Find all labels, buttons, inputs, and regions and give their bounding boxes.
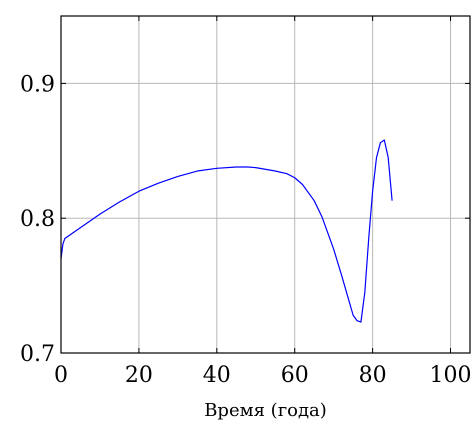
y-tick-labels: 0.7 0.8 0.9 — [20, 72, 55, 367]
plot-frame — [60, 15, 471, 354]
series-lines — [60, 139, 393, 323]
x-tick-labels: 0 20 40 60 80 100 — [54, 363, 472, 388]
x-tick-label: 40 — [203, 363, 231, 388]
x-tick-label: 60 — [281, 363, 309, 388]
grid-lines — [60, 16, 470, 354]
y-tick-label: 0.7 — [20, 342, 55, 367]
tick-marks — [60, 16, 470, 354]
series-line — [60, 139, 393, 323]
x-tick-label: 20 — [125, 363, 153, 388]
x-tick-label: 0 — [54, 363, 68, 388]
x-tick-label: 100 — [430, 363, 472, 388]
x-axis-label: Время (года) — [204, 400, 327, 421]
y-tick-label: 0.8 — [20, 207, 55, 232]
y-tick-label: 0.9 — [20, 72, 55, 97]
x-tick-label: 80 — [359, 363, 387, 388]
